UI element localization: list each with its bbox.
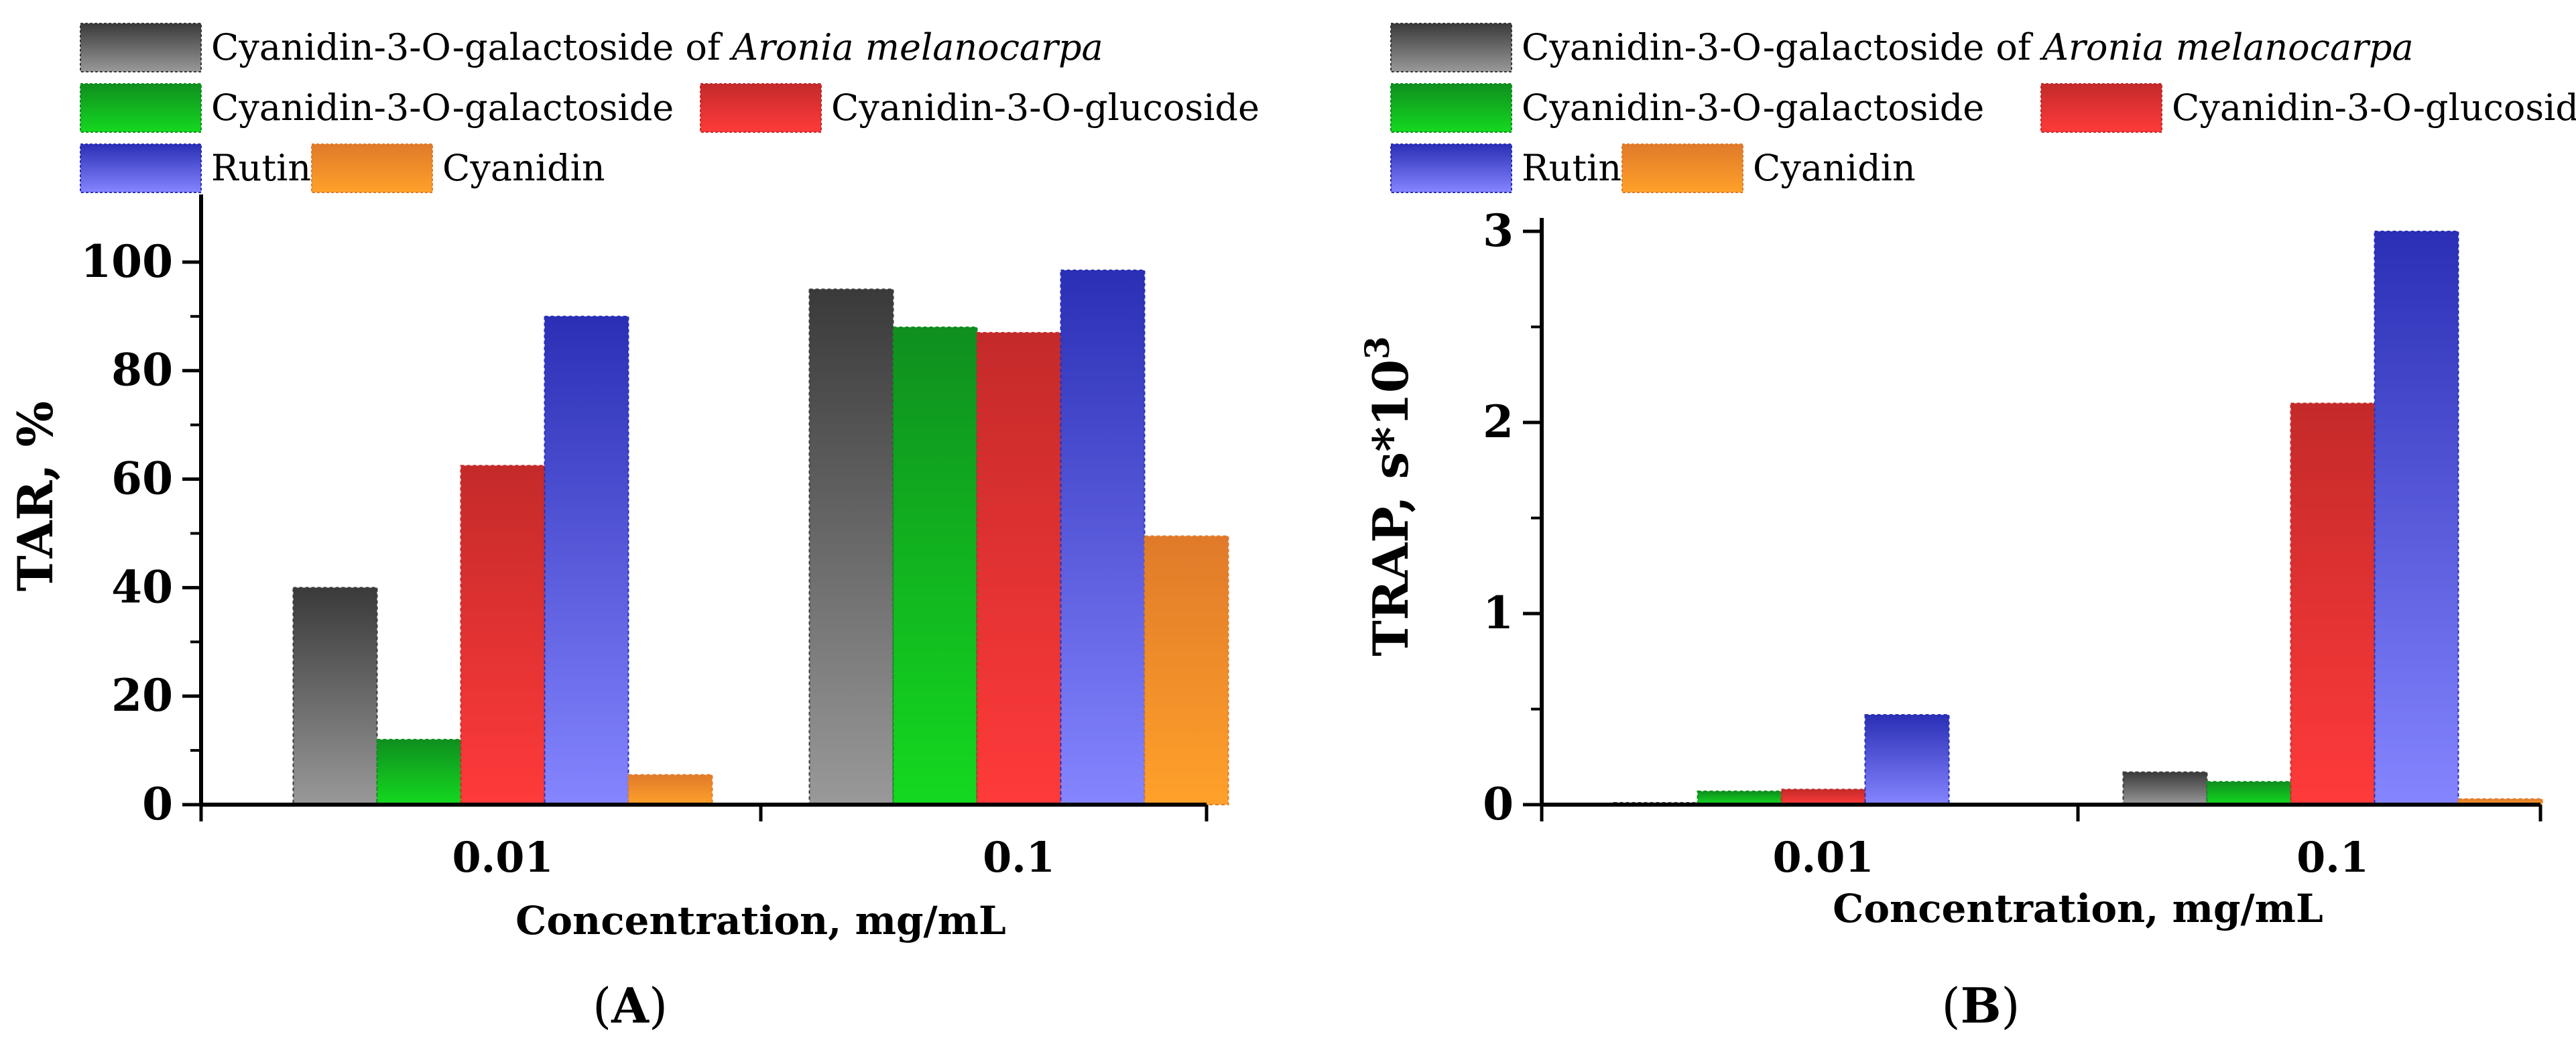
panel-label: (B) [1941,977,2020,1034]
legend-swatch-cyanidin-3-o-glucoside [700,83,822,133]
y-axis-title: TRAP, s*103 [1357,336,1419,656]
bar-cyanidin-3-o-galactoside-0-01 [376,738,462,805]
bar-cyanidin-3-o-galactoside-of-aronia-melanocarpa-0-1 [808,288,894,805]
y-tick-label: 60 [111,453,173,505]
legend-label-cyanidin-3-o-glucoside: Cyanidin-3-O-glucoside [831,86,1260,129]
legend-swatch-cyanidin-3-o-galactoside [80,83,202,133]
legend-label-cyanidin: Cyanidin [442,147,605,189]
bar-cyanidin-3-o-glucoside-0-01 [460,465,546,805]
x-tick-label-0-1: 0.1 [2296,833,2369,882]
x-tick-label-0-01: 0.01 [1772,833,1874,882]
legend-swatch-cyanidin [311,143,433,193]
bar-cyanidin-3-o-galactoside-0-1 [892,327,978,805]
legend-label-rutin: Rutin [1522,147,1621,189]
legend-swatch-cyanidin-3-o-galactoside [1390,83,1512,133]
bar-rutin-0-1 [2374,231,2459,805]
legend-label-rutin: Rutin [211,147,311,189]
y-axis-title: TAR, % [7,401,64,591]
legend-swatch-rutin [80,143,202,193]
bar-cyanidin-0-1 [2457,798,2543,805]
y-tick-label: 100 [80,235,173,288]
bar-rutin-0-01 [1864,714,1950,806]
legend-label-cyanidin-3-o-galactoside-of-aronia-melanocarpa: Cyanidin-3-O-galactoside of Aronia melan… [1522,26,2414,68]
x-tick-label-0-1: 0.1 [983,833,1055,882]
y-tick-label: 1 [1483,587,1514,639]
y-tick-label: 80 [111,344,173,396]
x-axis-title: Concentration, mg/mL [1833,886,2323,931]
y-tick-label: 20 [111,669,173,722]
bar-cyanidin-3-o-glucoside-0-01 [1780,789,1866,805]
bar-cyanidin-3-o-glucoside-0-1 [2290,402,2376,805]
bar-cyanidin-3-o-galactoside-of-aronia-melanocarpa-0-1 [2122,771,2208,806]
legend-swatch-cyanidin-3-o-glucoside [2040,83,2162,133]
legend-swatch-rutin [1390,143,1512,193]
y-tick-label: 0 [1483,778,1514,830]
y-tick-label: 40 [111,561,173,613]
y-tick-label: 2 [1483,396,1514,448]
y-tick-label: 3 [1483,205,1514,257]
legend-swatch-cyanidin-3-o-galactoside-of-aronia-melanocarpa [1390,23,1512,72]
panel-label: (A) [593,977,668,1034]
bar-cyanidin-0-01 [627,774,713,805]
bar-rutin-0-1 [1060,270,1146,805]
panel-a: Cyanidin-3-O-galactoside of Aronia melan… [7,23,1260,1034]
x-axis-title: Concentration, mg/mL [515,898,1006,943]
bar-cyanidin-3-o-glucoside-0-1 [976,332,1062,806]
bar-cyanidin-3-o-galactoside-of-aronia-melanocarpa-0-01 [292,587,378,805]
legend-swatch-cyanidin-3-o-galactoside-of-aronia-melanocarpa [80,23,202,72]
legend-label-cyanidin-3-o-galactoside: Cyanidin-3-O-galactoside [211,86,674,129]
bar-cyanidin-0-1 [1144,535,1229,805]
x-tick-label-0-01: 0.01 [452,833,553,882]
legend-label-cyanidin-3-o-galactoside-of-aronia-melanocarpa: Cyanidin-3-O-galactoside of Aronia melan… [211,26,1103,68]
legend-label-cyanidin-3-o-glucoside: Cyanidin-3-O-glucoside [2172,86,2576,129]
panel-b: Cyanidin-3-O-galactoside of Aronia melan… [1357,23,2576,1034]
y-tick-label: 0 [142,778,173,830]
legend-label-cyanidin: Cyanidin [1753,147,1916,189]
bar-cyanidin-3-o-galactoside-0-1 [2206,781,2292,806]
legend-swatch-cyanidin [1621,143,1743,193]
bar-rutin-0-01 [544,315,629,805]
legend-label-cyanidin-3-o-galactoside: Cyanidin-3-O-galactoside [1522,86,1984,129]
